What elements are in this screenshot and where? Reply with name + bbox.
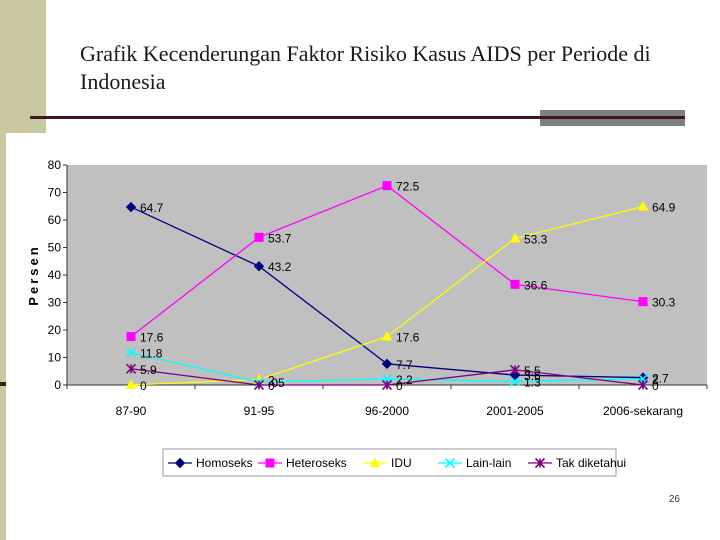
x-tick-label: 91-95 bbox=[244, 404, 275, 418]
x-tick-label: 96-2000 bbox=[365, 404, 409, 418]
data-label-heteroseks: 17.6 bbox=[140, 331, 164, 345]
data-label-idu: 64.9 bbox=[652, 201, 676, 215]
data-label-homoseks: 43.2 bbox=[268, 260, 292, 274]
data-label-idu: 2 bbox=[268, 374, 275, 388]
data-label-tak-diketahui: 0 bbox=[396, 379, 403, 393]
x-tick-label: 2006-sekarang bbox=[603, 404, 683, 418]
y-tick-label: 30 bbox=[48, 296, 62, 310]
y-tick-label: 80 bbox=[48, 158, 62, 172]
legend-label-tak-diketahui: Tak diketahui bbox=[556, 456, 626, 470]
data-point-idu bbox=[509, 232, 521, 243]
data-label-tak-diketahui: 5.9 bbox=[140, 363, 157, 377]
title-rule-line bbox=[540, 116, 685, 119]
left-decor-bar-lower bbox=[0, 385, 6, 540]
y-tick-label: 50 bbox=[48, 241, 62, 255]
y-axis-label: Persen bbox=[26, 244, 41, 305]
data-label-heteroseks: 53.7 bbox=[268, 231, 292, 245]
data-label-tak-diketahui: 0 bbox=[652, 379, 659, 393]
legend-marker-heteroseks bbox=[265, 458, 275, 468]
y-tick-label: 20 bbox=[48, 323, 62, 337]
data-label-lain-lain: 2.2 bbox=[396, 373, 413, 387]
data-point-idu bbox=[637, 201, 649, 211]
data-point-idu bbox=[381, 331, 393, 341]
data-point-tak-diketahui bbox=[253, 379, 265, 391]
data-label-tak-diketahui: 5.5 bbox=[524, 364, 541, 378]
data-point-tak-diketahui bbox=[125, 363, 137, 374]
data-point-homoseks bbox=[381, 358, 393, 370]
data-point-heteroseks bbox=[254, 232, 264, 242]
data-point-homoseks bbox=[125, 201, 137, 213]
data-label-tak-diketahui: 0 bbox=[268, 379, 275, 393]
data-label-idu: 0 bbox=[140, 379, 147, 393]
data-label-lain-lain: 11.8 bbox=[140, 347, 163, 361]
data-point-tak-diketahui bbox=[509, 364, 521, 375]
data-point-lain-lain bbox=[125, 347, 137, 358]
data-label-homoseks: 7.7 bbox=[396, 358, 413, 372]
left-decor-line bbox=[0, 382, 6, 386]
data-label-heteroseks: 36.6 bbox=[524, 278, 548, 292]
legend-label-idu: IDU bbox=[391, 456, 412, 470]
data-point-heteroseks bbox=[382, 181, 392, 191]
legend-marker-homoseks bbox=[174, 457, 186, 469]
data-label-lain-lain: .05 bbox=[268, 376, 285, 390]
data-point-heteroseks bbox=[638, 297, 648, 307]
legend-marker-tak-diketahui bbox=[534, 457, 546, 469]
data-label-heteroseks: 30.3 bbox=[652, 296, 676, 310]
data-point-lain-lain bbox=[509, 376, 521, 387]
data-point-tak-diketahui bbox=[381, 379, 393, 391]
legend-label-heteroseks: Heteroseks bbox=[286, 456, 347, 470]
chart-frame: 0 10 20 30 40 50 60 70 80 87-90 91-95 96-2000 2001-… bbox=[6, 133, 714, 493]
legend-label-lain-lain: Lain-lain bbox=[466, 456, 511, 470]
y-tick-label: 40 bbox=[48, 268, 62, 282]
data-label-homoseks: 3.6 bbox=[524, 369, 541, 383]
plot-area bbox=[67, 165, 707, 385]
data-label-homoseks: 64.7 bbox=[140, 201, 164, 215]
legend-label-homoseks: Homoseks bbox=[196, 456, 253, 470]
data-point-heteroseks bbox=[510, 279, 520, 289]
data-label-idu: 53.3 bbox=[524, 232, 548, 246]
data-label-idu: 17.6 bbox=[396, 331, 420, 345]
page-number: 26 bbox=[668, 494, 680, 505]
data-point-tak-diketahui bbox=[637, 379, 649, 391]
data-label-lain-lain: 2 bbox=[652, 373, 659, 387]
title-rule bbox=[30, 116, 685, 119]
data-point-idu bbox=[125, 379, 137, 389]
data-point-heteroseks bbox=[126, 332, 136, 342]
legend-marker-idu bbox=[369, 457, 381, 467]
y-tick-label: 0 bbox=[54, 378, 61, 392]
data-point-homoseks bbox=[253, 260, 265, 272]
data-label-heteroseks: 72.5 bbox=[396, 180, 420, 194]
x-tick-label: 2001-2005 bbox=[486, 404, 544, 418]
y-tick-label: 60 bbox=[48, 213, 62, 227]
data-label-lain-lain: 1.3 bbox=[524, 375, 541, 389]
y-tick-label: 70 bbox=[48, 186, 62, 200]
legend-marker-lain-lain bbox=[444, 457, 456, 469]
slide-title: Grafik Kecenderungan Faktor Risiko Kasus… bbox=[80, 41, 651, 94]
data-label-homoseks: 2.7 bbox=[652, 372, 669, 386]
y-tick-label: 10 bbox=[48, 351, 62, 365]
x-tick-label: 87-90 bbox=[116, 404, 147, 418]
